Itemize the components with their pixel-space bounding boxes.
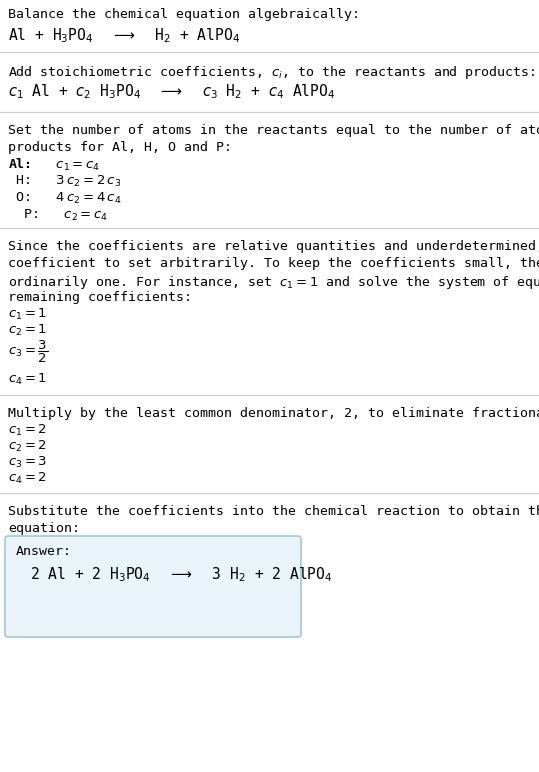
Text: Al + H$_3$PO$_4$  $\longrightarrow$  H$_2$ + AlPO$_4$: Al + H$_3$PO$_4$ $\longrightarrow$ H$_2$… xyxy=(8,26,240,45)
Text: 2 Al + 2 H$_3$PO$_4$  $\longrightarrow$  3 H$_2$ + 2 AlPO$_4$: 2 Al + 2 H$_3$PO$_4$ $\longrightarrow$ 3… xyxy=(30,565,333,584)
Text: products for Al, H, O and P:: products for Al, H, O and P: xyxy=(8,141,232,154)
Text: Since the coefficients are relative quantities and underdetermined, choose a: Since the coefficients are relative quan… xyxy=(8,240,539,253)
Text: Multiply by the least common denominator, 2, to eliminate fractional coefficient: Multiply by the least common denominator… xyxy=(8,407,539,420)
Text: equation:: equation: xyxy=(8,522,80,535)
Text: ordinarily one. For instance, set $c_1 = 1$ and solve the system of equations fo: ordinarily one. For instance, set $c_1 =… xyxy=(8,274,539,291)
Text: $c_2 = 1$: $c_2 = 1$ xyxy=(8,323,47,338)
Text: $c_1$ Al + $c_2$ H$_3$PO$_4$  $\longrightarrow$  $c_3$ H$_2$ + $c_4$ AlPO$_4$: $c_1$ Al + $c_2$ H$_3$PO$_4$ $\longright… xyxy=(8,82,335,100)
Text: $c_3 = 3$: $c_3 = 3$ xyxy=(8,455,47,470)
Text: H:   $3\,c_2 = 2\,c_3$: H: $3\,c_2 = 2\,c_3$ xyxy=(8,174,121,189)
Text: $c_1 = 2$: $c_1 = 2$ xyxy=(8,423,47,438)
Text: Balance the chemical equation algebraically:: Balance the chemical equation algebraica… xyxy=(8,8,360,21)
Text: Set the number of atoms in the reactants equal to the number of atoms in the: Set the number of atoms in the reactants… xyxy=(8,124,539,137)
Text: remaining coefficients:: remaining coefficients: xyxy=(8,291,192,304)
Text: $c_2 = 2$: $c_2 = 2$ xyxy=(8,439,47,454)
Text: Substitute the coefficients into the chemical reaction to obtain the balanced: Substitute the coefficients into the che… xyxy=(8,505,539,518)
Text: Add stoichiometric coefficients, $c_i$, to the reactants and products:: Add stoichiometric coefficients, $c_i$, … xyxy=(8,64,536,81)
Text: $c_4 = 2$: $c_4 = 2$ xyxy=(8,471,47,486)
Text: $c_4 = 1$: $c_4 = 1$ xyxy=(8,372,47,387)
Text: Answer:: Answer: xyxy=(16,545,72,558)
Text: $c_1 = 1$: $c_1 = 1$ xyxy=(8,307,47,322)
Text: coefficient to set arbitrarily. To keep the coefficients small, the arbitrary va: coefficient to set arbitrarily. To keep … xyxy=(8,257,539,270)
Text: Al:   $c_1 = c_4$: Al: $c_1 = c_4$ xyxy=(8,157,100,173)
Text: P:   $c_2 = c_4$: P: $c_2 = c_4$ xyxy=(8,208,108,223)
Text: $c_3 = \dfrac{3}{2}$: $c_3 = \dfrac{3}{2}$ xyxy=(8,339,48,365)
FancyBboxPatch shape xyxy=(5,536,301,637)
Text: O:   $4\,c_2 = 4\,c_4$: O: $4\,c_2 = 4\,c_4$ xyxy=(8,191,121,206)
